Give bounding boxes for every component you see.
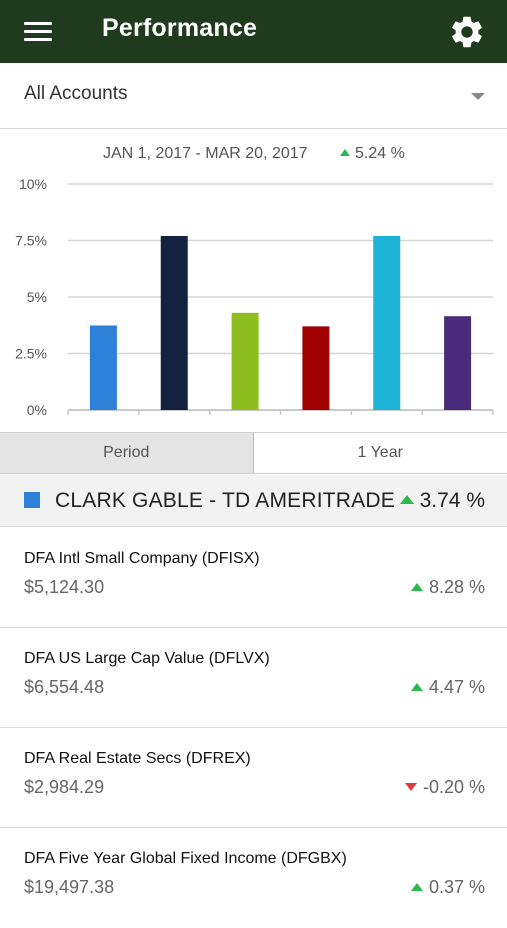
holding-name: DFA Intl Small Company (DFISX) [24, 550, 260, 568]
y-tick-label: 0% [27, 402, 47, 418]
holding-change: 4.47 % [411, 677, 485, 698]
performance-bar-chart: 0% 2.5% 5% 7.5% 10% [0, 170, 507, 432]
tab-period[interactable]: Period [0, 433, 254, 473]
holding-name: DFA Real Estate Secs (DFREX) [24, 750, 251, 768]
y-tick-label: 2.5% [15, 346, 47, 362]
holding-change-value: 4.47 % [429, 677, 485, 697]
gear-icon[interactable] [448, 13, 486, 51]
account-color-swatch [24, 492, 40, 508]
down-arrow-icon [405, 783, 417, 791]
account-selector-value: All Accounts [24, 83, 128, 105]
account-change: 3.74 % [400, 489, 485, 513]
top-app-bar: Performance [0, 0, 507, 63]
chart-bar[interactable] [232, 313, 259, 410]
period-change: 5.24 % [340, 145, 405, 163]
holding-row[interactable]: DFA Real Estate Secs (DFREX) $2,984.29 -… [0, 728, 507, 828]
page-title: Performance [102, 14, 257, 43]
holding-value: $19,497.38 [24, 877, 114, 898]
up-arrow-icon [340, 149, 350, 156]
holding-change-value: -0.20 % [423, 777, 485, 797]
chart-bars [90, 236, 471, 410]
chart-bar[interactable] [161, 236, 188, 410]
holding-name: DFA Five Year Global Fixed Income (DFGBX… [24, 850, 347, 868]
chart-bar[interactable] [373, 236, 400, 410]
period-tabs: Period 1 Year [0, 432, 507, 474]
holding-row[interactable]: DFA US Large Cap Value (DFLVX) $6,554.48… [0, 628, 507, 728]
holding-row[interactable]: DFA Intl Small Company (DFISX) $5,124.30… [0, 528, 507, 628]
holding-change: 0.37 % [411, 877, 485, 898]
y-tick-label: 5% [27, 289, 47, 305]
period-change-value: 5.24 % [355, 145, 405, 162]
holding-row[interactable]: DFA Five Year Global Fixed Income (DFGBX… [0, 828, 507, 928]
up-arrow-icon [411, 883, 423, 891]
chart-bar[interactable] [444, 316, 471, 410]
chart-bar[interactable] [302, 326, 329, 410]
account-selector[interactable]: All Accounts [0, 63, 507, 129]
chevron-down-icon[interactable] [471, 93, 485, 100]
account-name: CLARK GABLE - TD AMERITRADE [55, 489, 395, 513]
chart-bar[interactable] [90, 325, 117, 410]
up-arrow-icon [400, 495, 414, 504]
holding-value: $6,554.48 [24, 677, 104, 698]
y-tick-label: 10% [19, 176, 47, 192]
account-change-value: 3.74 % [420, 489, 485, 512]
chart-y-ticks: 0% 2.5% 5% 7.5% 10% [15, 176, 47, 418]
menu-icon[interactable] [24, 22, 52, 42]
holding-value: $2,984.29 [24, 777, 104, 798]
holding-value: $5,124.30 [24, 577, 104, 598]
holding-change: -0.20 % [405, 777, 485, 798]
tab-1-year[interactable]: 1 Year [254, 433, 507, 473]
holding-change-value: 0.37 % [429, 877, 485, 897]
account-header[interactable]: CLARK GABLE - TD AMERITRADE 3.74 % [0, 475, 507, 527]
up-arrow-icon [411, 583, 423, 591]
y-tick-label: 7.5% [15, 233, 47, 249]
holding-change: 8.28 % [411, 577, 485, 598]
chart-grid [68, 184, 493, 410]
holding-change-value: 8.28 % [429, 577, 485, 597]
holding-name: DFA US Large Cap Value (DFLVX) [24, 650, 270, 668]
up-arrow-icon [411, 683, 423, 691]
date-range: JAN 1, 2017 - MAR 20, 2017 [103, 145, 308, 163]
